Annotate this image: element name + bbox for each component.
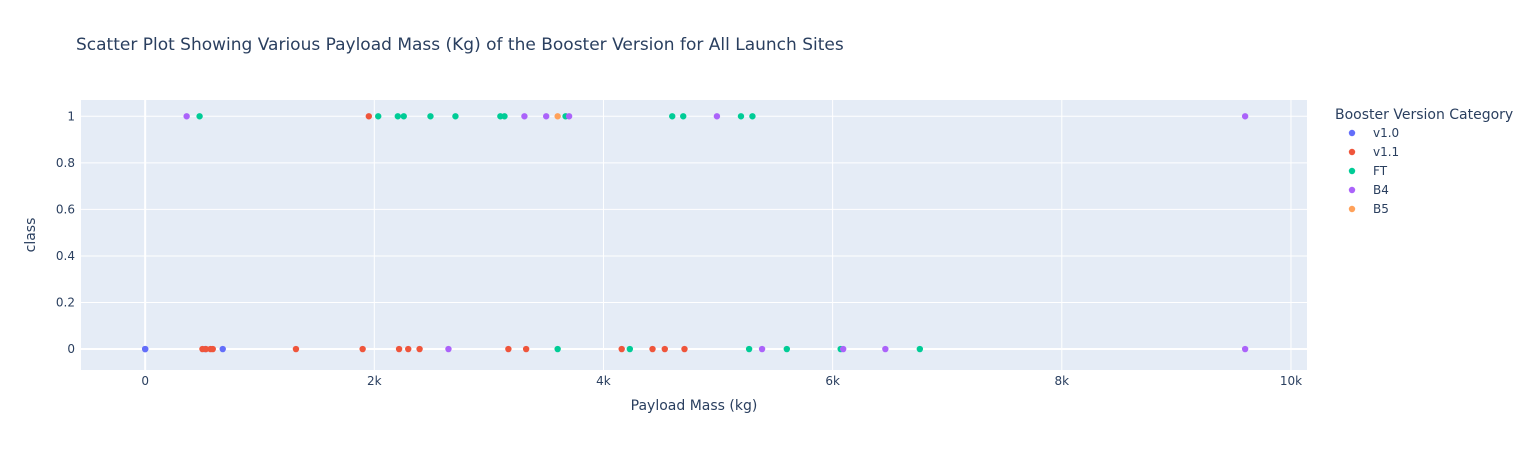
data-point-b4 bbox=[445, 345, 452, 353]
data-point-ft bbox=[452, 113, 459, 120]
legend-marker bbox=[1348, 205, 1356, 213]
legend-label: v1.1 bbox=[1373, 145, 1399, 159]
x-tick-label: 8k bbox=[1055, 374, 1070, 388]
data-point-ft bbox=[427, 113, 434, 120]
data-point-ft bbox=[916, 345, 924, 353]
data-point-v1-1 bbox=[681, 345, 688, 353]
x-tick-label: 10k bbox=[1280, 374, 1302, 388]
x-tick-label: 4k bbox=[596, 374, 611, 388]
data-point-b4 bbox=[542, 113, 550, 120]
data-point-v1-1 bbox=[292, 345, 300, 353]
y-axis-title: class bbox=[23, 218, 39, 253]
x-tick-label: 0 bbox=[141, 374, 149, 388]
data-point-b4 bbox=[713, 113, 721, 120]
legend-marker bbox=[1348, 186, 1356, 194]
y-tick-label: 0.4 bbox=[56, 249, 75, 263]
data-point-b4 bbox=[758, 345, 766, 353]
data-point-b4 bbox=[183, 113, 190, 120]
legend-marker bbox=[1348, 129, 1356, 137]
data-point-v1-1 bbox=[359, 345, 366, 353]
data-point-v1-1 bbox=[209, 345, 216, 353]
data-point-v1-1 bbox=[416, 345, 423, 353]
data-point-v1-1 bbox=[405, 345, 412, 353]
legend-item-b4[interactable]: B4 bbox=[1348, 183, 1389, 197]
legend-label: B4 bbox=[1373, 183, 1389, 197]
legend-item-ft[interactable]: FT bbox=[1348, 164, 1388, 178]
data-point-ft bbox=[626, 345, 634, 353]
y-tick-label: 0.2 bbox=[56, 296, 75, 310]
y-tick-label: 1 bbox=[67, 109, 75, 123]
data-point-ft bbox=[783, 345, 791, 353]
data-points bbox=[141, 113, 1249, 353]
y-tick-label: 0.6 bbox=[56, 202, 75, 216]
legend-marker bbox=[1348, 167, 1356, 175]
legend-item-v1-0[interactable]: v1.0 bbox=[1348, 126, 1399, 140]
data-point-b4 bbox=[521, 113, 528, 120]
data-point-ft bbox=[680, 113, 687, 120]
data-point-b5 bbox=[554, 113, 561, 120]
data-point-b4 bbox=[839, 345, 847, 353]
data-point-v1-1 bbox=[505, 345, 512, 353]
y-tick-label: 0 bbox=[67, 342, 75, 356]
gridlines bbox=[81, 100, 1307, 370]
data-point-b4 bbox=[565, 113, 573, 120]
legend-marker bbox=[1348, 148, 1356, 156]
data-point-ft bbox=[196, 113, 203, 120]
legend: v1.0 v1.1 FT B4 B5 bbox=[1348, 126, 1399, 216]
legend-label: FT bbox=[1373, 164, 1388, 178]
legend-item-b5[interactable]: B5 bbox=[1348, 202, 1389, 216]
data-point-ft bbox=[400, 113, 407, 120]
data-point-v1-1 bbox=[661, 345, 668, 353]
legend-label: B5 bbox=[1373, 202, 1389, 216]
x-tick-label: 2k bbox=[367, 374, 382, 388]
data-point-v1-1 bbox=[649, 345, 656, 353]
data-point-v1-0 bbox=[141, 345, 149, 353]
x-axis-title: Payload Mass (kg) bbox=[631, 398, 758, 414]
data-point-v1-0 bbox=[219, 345, 226, 353]
legend-item-v1-1[interactable]: v1.1 bbox=[1348, 145, 1399, 159]
data-point-b4 bbox=[882, 345, 889, 353]
data-point-ft bbox=[394, 113, 402, 120]
data-point-ft bbox=[501, 113, 508, 120]
data-point-v1-1 bbox=[618, 345, 625, 353]
plot-area bbox=[81, 100, 1307, 370]
data-point-b4 bbox=[1241, 345, 1249, 353]
data-point-b4 bbox=[1241, 113, 1249, 120]
data-point-ft bbox=[375, 113, 382, 120]
data-point-ft bbox=[737, 113, 745, 120]
data-point-ft bbox=[749, 113, 756, 120]
data-point-ft bbox=[745, 345, 753, 353]
data-point-ft bbox=[669, 113, 676, 120]
y-tick-label: 0.8 bbox=[56, 156, 75, 170]
data-point-v1-1 bbox=[202, 345, 210, 353]
tick-labels: 0 2k 4k 6k 8k 10k 0 0.2 0.4 0.6 0.8 1 bbox=[56, 109, 1302, 388]
chart-title: Scatter Plot Showing Various Payload Mas… bbox=[76, 35, 844, 55]
data-point-v1-1 bbox=[522, 345, 530, 353]
data-point-v1-1 bbox=[365, 113, 373, 120]
data-point-v1-1 bbox=[395, 345, 403, 353]
legend-label: v1.0 bbox=[1373, 126, 1399, 140]
data-point-ft bbox=[554, 345, 561, 353]
legend-title: Booster Version Category bbox=[1335, 107, 1513, 123]
x-tick-label: 6k bbox=[825, 374, 840, 388]
